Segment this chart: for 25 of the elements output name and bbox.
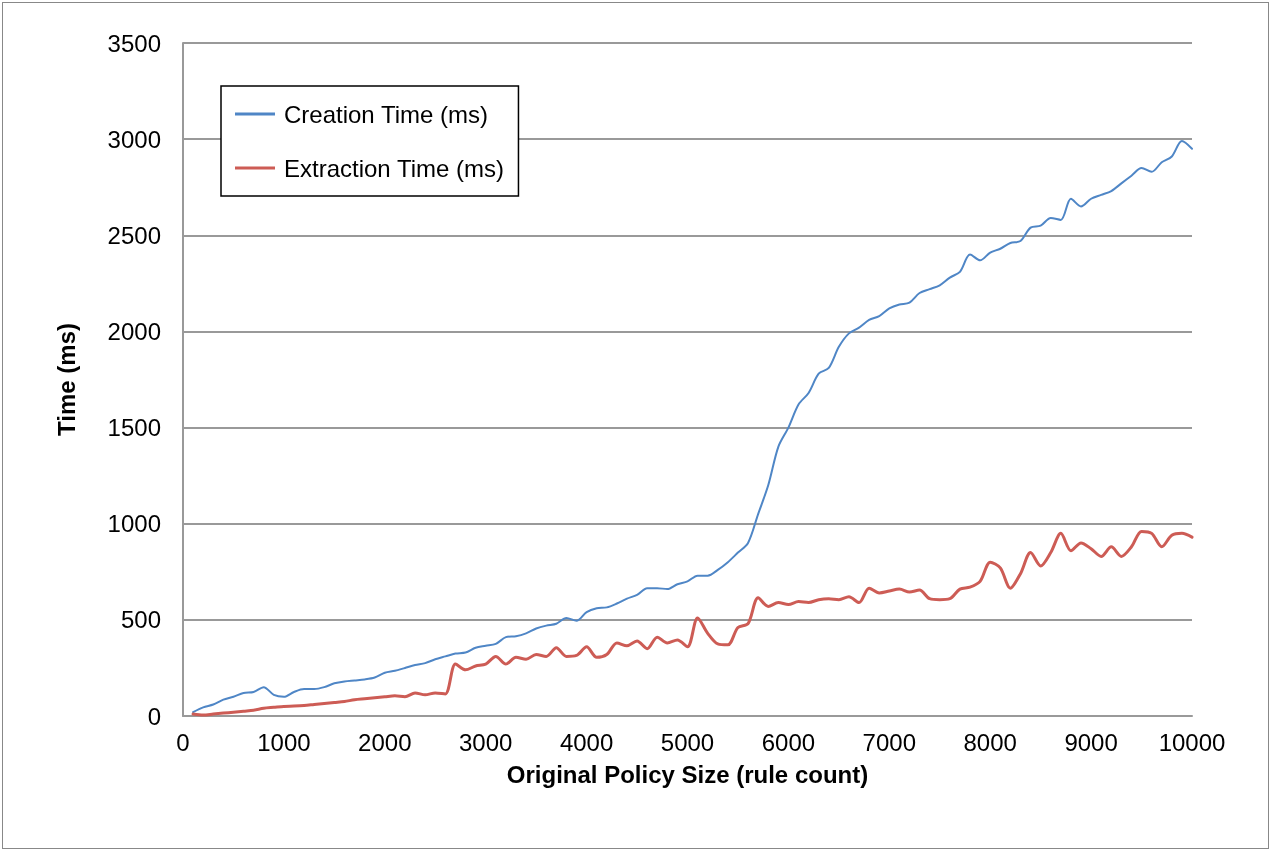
y-axis-title: Time (ms) — [52, 323, 80, 436]
x-tick-label: 1000 — [257, 728, 311, 756]
y-tick-label: 1000 — [107, 510, 161, 538]
x-tick-label: 4000 — [559, 728, 614, 756]
y-tick-label: 3500 — [107, 29, 161, 57]
x-tick-label: 10000 — [1158, 728, 1226, 756]
x-tick-label: 2000 — [358, 728, 412, 756]
y-tick-label: 500 — [120, 606, 161, 634]
y-tick-label: 0 — [147, 702, 161, 730]
x-tick-label: 9000 — [1064, 728, 1118, 756]
y-tick-label: 2500 — [107, 221, 161, 249]
x-axis-title: Original Policy Size (rule count) — [506, 760, 869, 788]
y-tick-label: 2000 — [107, 317, 161, 345]
x-tick-label: 8000 — [963, 728, 1017, 756]
x-tick-label: 7000 — [862, 728, 916, 756]
y-tick-label: 1500 — [107, 414, 161, 442]
x-tick-label: 6000 — [761, 728, 816, 756]
x-tick-label: 5000 — [660, 728, 715, 756]
line-series — [191, 529, 1194, 717]
x-tick-label: 3000 — [459, 728, 513, 756]
legend-label: Extraction Time (ms) — [284, 154, 505, 182]
y-tick-label: 3000 — [107, 125, 161, 153]
line-series — [192, 140, 1193, 714]
legend-label: Creation Time (ms) — [284, 100, 489, 128]
x-tick-label: 0 — [176, 728, 190, 756]
